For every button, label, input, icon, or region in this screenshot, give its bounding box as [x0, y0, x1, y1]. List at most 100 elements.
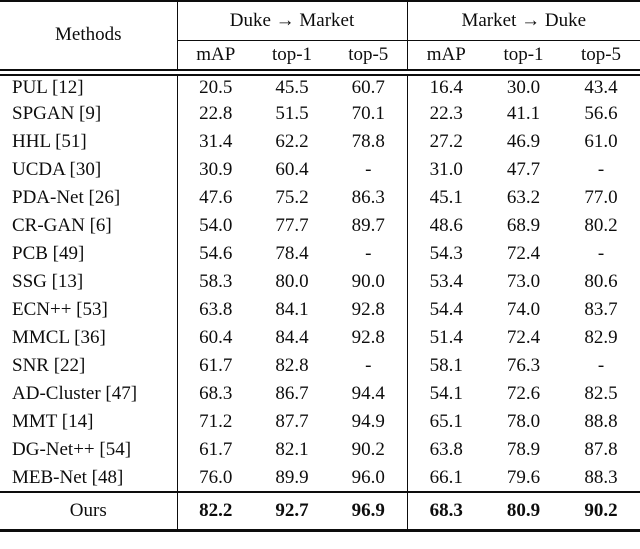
value-cell: 83.7	[584, 299, 618, 320]
value-cell: 53.4	[406, 268, 485, 296]
value-cell: 20.5	[176, 72, 254, 100]
value-cell: 82.1	[275, 439, 309, 460]
value-cell: 22.3	[406, 100, 485, 128]
value-cell: 51.5	[275, 103, 309, 124]
results-table: Methods Duke → Market Market → Duke mAP …	[0, 0, 640, 532]
value-cell: 89.7	[351, 215, 385, 236]
value-cell: 74.0	[506, 299, 541, 320]
table-row: DG-Net++ [54] 61.7 82.1 90.2 63.8 78.9 8…	[0, 436, 640, 464]
table-row: AD-Cluster [47] 68.3 86.7 94.4 54.1 72.6…	[0, 380, 640, 408]
table-row: HHL [51] 31.4 62.2 78.8 27.2 46.9 61.0	[0, 128, 640, 156]
table-row: PCB [49] 54.6 78.4 - 54.3 72.4 -	[0, 240, 640, 268]
table-row: MMT [14] 71.2 87.7 94.9 65.1 78.0 88.8	[0, 408, 640, 436]
group-header-duke-market: Duke → Market	[176, 1, 407, 41]
value-cell: 66.1	[406, 464, 485, 492]
value-cell: 84.1	[275, 299, 309, 320]
value-cell: 84.4	[275, 327, 309, 348]
value-cell: 80.2	[584, 215, 618, 236]
value-cell: 60.4	[176, 324, 254, 352]
table-row: UCDA [30] 30.9 60.4 - 31.0 47.7 -	[0, 156, 640, 184]
value-cell: 96.9	[351, 499, 385, 521]
value-cell: 54.1	[406, 380, 485, 408]
col-header-duke-top1: top-1	[254, 40, 330, 76]
value-cell: 16.4	[406, 72, 485, 100]
value-cell: 54.3	[406, 240, 485, 268]
value-cell: 54.4	[406, 296, 485, 324]
value-cell: 68.3	[406, 492, 485, 530]
value-cell: 82.5	[584, 383, 618, 404]
value-cell: 68.3	[176, 380, 254, 408]
value-cell: 89.9	[275, 466, 309, 488]
method-cell: Ours	[69, 499, 107, 521]
col-header-duke-top5: top-5	[330, 40, 407, 76]
value-cell: 62.2	[275, 131, 309, 152]
value-cell: 75.2	[275, 187, 309, 208]
value-cell: 45.5	[275, 76, 309, 98]
value-cell: 43.4	[584, 76, 618, 98]
table-header: Methods Duke → Market Market → Duke mAP …	[0, 1, 640, 76]
value-cell: 63.2	[506, 187, 541, 208]
value-cell: 82.9	[584, 327, 618, 348]
method-cell: UCDA [30]	[12, 159, 102, 180]
table-row: MMCL [36] 60.4 84.4 92.8 51.4 72.4 82.9	[0, 324, 640, 352]
value-cell: 86.7	[275, 383, 309, 404]
value-cell: 96.0	[351, 466, 385, 488]
value-cell: 60.7	[351, 76, 385, 98]
value-cell: 82.8	[275, 355, 309, 376]
value-cell: 71.2	[176, 408, 254, 436]
value-cell: 79.6	[506, 466, 541, 488]
col-header-market-top5: top-5	[562, 40, 640, 76]
value-cell: 45.1	[406, 184, 485, 212]
value-cell: 92.7	[275, 499, 309, 521]
value-cell: 88.8	[584, 411, 618, 432]
table-row: PUL [12] 20.5 45.5 60.7 16.4 30.0 43.4	[0, 72, 640, 100]
value-cell: 65.1	[406, 408, 485, 436]
table-row: ECN++ [53] 63.8 84.1 92.8 54.4 74.0 83.7	[0, 296, 640, 324]
col-header-market-map: mAP	[406, 40, 485, 76]
value-cell: 72.4	[506, 327, 541, 348]
value-cell: 56.6	[584, 103, 618, 124]
value-cell: 80.0	[275, 271, 309, 292]
value-cell: 90.0	[351, 271, 385, 292]
methods-header: Methods	[0, 1, 177, 76]
value-cell: 87.8	[584, 439, 618, 460]
value-cell: 58.1	[406, 352, 485, 380]
group-header-row: Methods Duke → Market Market → Duke	[0, 1, 640, 76]
value-cell: 60.4	[275, 159, 309, 180]
value-cell: 80.9	[506, 499, 541, 521]
value-cell: 77.0	[584, 187, 618, 208]
value-cell: 78.0	[506, 411, 541, 432]
col-header-market-top1: top-1	[485, 40, 562, 76]
value-cell: 30.0	[506, 76, 541, 98]
method-cell: CR-GAN [6]	[12, 215, 112, 236]
value-cell: 47.6	[176, 184, 254, 212]
method-cell: HHL [51]	[12, 131, 87, 152]
value-cell: -	[365, 355, 372, 376]
value-cell: 78.8	[351, 131, 385, 152]
value-cell: 86.3	[351, 187, 385, 208]
value-cell: 88.3	[584, 466, 618, 488]
table-row: PDA-Net [26] 47.6 75.2 86.3 45.1 63.2 77…	[0, 184, 640, 212]
value-cell: 47.7	[506, 159, 541, 180]
value-cell: 54.0	[176, 212, 254, 240]
value-cell: 61.0	[584, 131, 618, 152]
value-cell: 68.9	[506, 215, 541, 236]
method-cell: DG-Net++ [54]	[12, 439, 132, 460]
method-cell: PDA-Net [26]	[12, 187, 121, 208]
value-cell: 54.6	[176, 240, 254, 268]
value-cell: 72.4	[506, 243, 541, 264]
table-row: SNR [22] 61.7 82.8 - 58.1 76.3 -	[0, 352, 640, 380]
value-cell: 48.6	[406, 212, 485, 240]
method-cell: PUL [12]	[12, 76, 84, 98]
value-cell: 92.8	[351, 327, 385, 348]
value-cell: 73.0	[506, 271, 541, 292]
table-row: SSG [13] 58.3 80.0 90.0 53.4 73.0 80.6	[0, 268, 640, 296]
value-cell: 51.4	[406, 324, 485, 352]
method-cell: SPGAN [9]	[12, 103, 102, 124]
value-cell: 31.4	[176, 128, 254, 156]
value-cell: 70.1	[351, 103, 385, 124]
method-cell: SNR [22]	[12, 355, 86, 376]
value-cell: 94.9	[351, 411, 385, 432]
value-cell: 58.3	[176, 268, 254, 296]
